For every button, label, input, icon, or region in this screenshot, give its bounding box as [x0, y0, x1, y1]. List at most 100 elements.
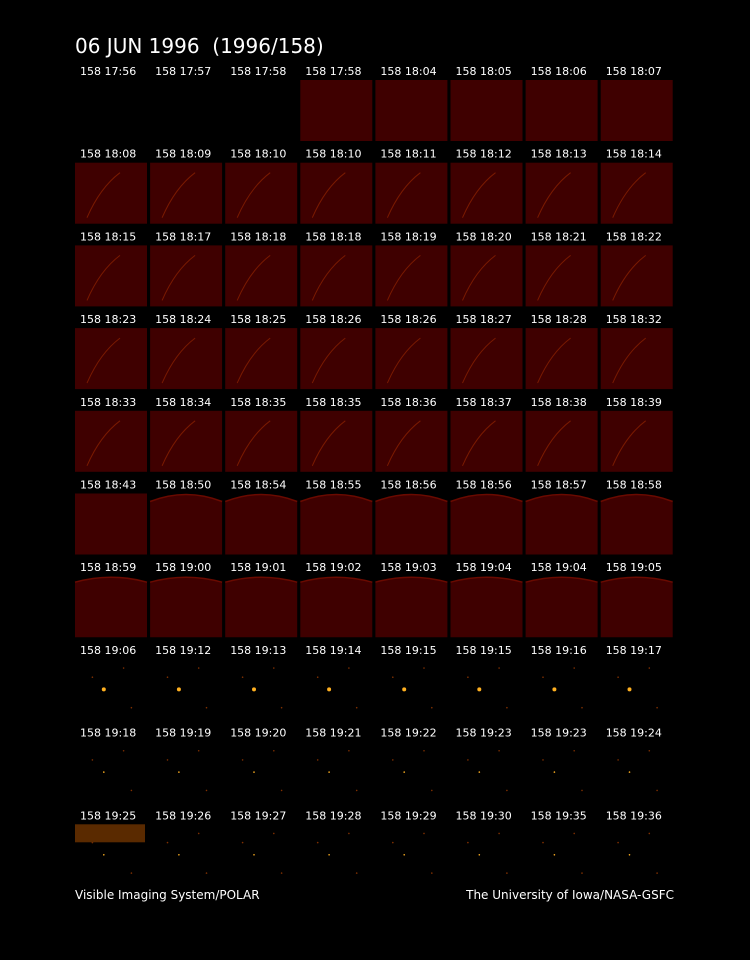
image-panel: [375, 494, 448, 555]
frame-label: 158 18:36: [380, 396, 436, 409]
speck: [506, 706, 508, 709]
image-panel: [300, 410, 373, 472]
feature: [236, 255, 271, 301]
image-panel: [300, 494, 373, 555]
speck: [648, 749, 651, 752]
speck: [392, 841, 394, 844]
image-panel: [150, 328, 223, 390]
speck: [467, 676, 469, 678]
speck: [553, 854, 556, 856]
feature: [386, 172, 421, 218]
speck: [467, 759, 469, 761]
limb-glow: [300, 576, 373, 583]
feature: [386, 255, 421, 301]
speck: [91, 676, 94, 678]
frame-label: 158 19:35: [531, 809, 587, 822]
speck: [166, 841, 169, 844]
limb-glow: [600, 576, 673, 583]
frame-label: 158 18:56: [380, 479, 436, 492]
speck: [617, 759, 619, 761]
frame-label: 158 18:37: [456, 396, 512, 409]
frame-label: 158 18:35: [230, 396, 286, 409]
frame-label: 158 18:56: [456, 479, 512, 492]
feature: [537, 337, 571, 384]
frame-label: 158 18:13: [531, 148, 587, 161]
image-panel: [450, 328, 523, 390]
speck: [467, 841, 469, 844]
speck: [205, 872, 208, 874]
image-panel: [375, 162, 448, 224]
feature: [161, 420, 196, 466]
frame-label: 158 18:10: [305, 148, 361, 161]
frame-label: 158 19:22: [380, 727, 436, 740]
speck: [197, 667, 200, 669]
frame-label: 158 18:24: [155, 313, 211, 326]
limb-glow: [149, 576, 223, 583]
frame-label: 158 19:21: [305, 727, 361, 740]
feature: [462, 172, 496, 218]
speck: [431, 872, 433, 874]
speck: [355, 872, 358, 874]
image-panel: [225, 410, 298, 472]
speck: [542, 759, 544, 761]
speck: [656, 872, 658, 874]
speck: [328, 854, 330, 856]
speck: [573, 749, 575, 752]
frame-label: 158 19:29: [380, 809, 436, 822]
speck: [648, 832, 651, 835]
speck: [581, 706, 583, 709]
limb-glow: [450, 493, 523, 503]
speck: [316, 759, 319, 761]
speck: [197, 749, 200, 752]
speck: [402, 687, 407, 692]
speck: [431, 706, 433, 709]
footer-right: The University of Iowa/NASA-GSFC: [465, 888, 674, 902]
feature: [86, 337, 121, 384]
image-panel: [525, 577, 598, 638]
speck: [648, 667, 651, 669]
speck: [628, 771, 631, 773]
speck: [122, 667, 125, 669]
frame-label: 158 19:15: [456, 644, 512, 657]
speck: [273, 749, 275, 752]
speck: [627, 687, 632, 692]
speck: [253, 771, 255, 773]
speck: [423, 667, 425, 669]
speck: [478, 771, 481, 773]
speck: [392, 759, 394, 761]
frame-label: 158 19:20: [230, 727, 286, 740]
image-panel: [600, 410, 673, 472]
frame-label: 158 18:32: [606, 313, 662, 326]
image-panel: [450, 410, 523, 472]
frame-label: 158 19:13: [230, 644, 286, 657]
speck: [253, 854, 255, 856]
speck: [553, 771, 556, 773]
feature: [86, 255, 121, 301]
feature: [236, 420, 271, 466]
speck: [205, 789, 208, 792]
limb-glow: [375, 493, 448, 503]
frame-label: 158 19:19: [155, 727, 211, 740]
speck: [178, 771, 180, 773]
speck: [273, 667, 275, 669]
frame-label: 158 18:06: [531, 65, 587, 78]
image-panel: [75, 245, 147, 307]
speck: [166, 759, 169, 761]
image-panel: [450, 245, 523, 307]
feature: [537, 172, 571, 218]
frame-label: 158 18:59: [80, 561, 136, 574]
frame-label: 158 19:18: [80, 727, 136, 740]
frame-label: 158 18:18: [305, 230, 361, 243]
image-panel: [75, 493, 147, 555]
frame-label: 158 18:21: [531, 230, 587, 243]
feature: [537, 255, 571, 301]
frame-label: 158 18:25: [230, 313, 286, 326]
frame-label: 158 18:58: [606, 479, 662, 492]
frame-label: 158 18:35: [305, 396, 361, 409]
feature: [311, 337, 346, 384]
frame-label: 158 18:27: [456, 313, 512, 326]
frame-label: 158 18:23: [80, 313, 136, 326]
speck: [617, 676, 619, 678]
speck: [498, 667, 500, 669]
speck: [241, 841, 244, 844]
